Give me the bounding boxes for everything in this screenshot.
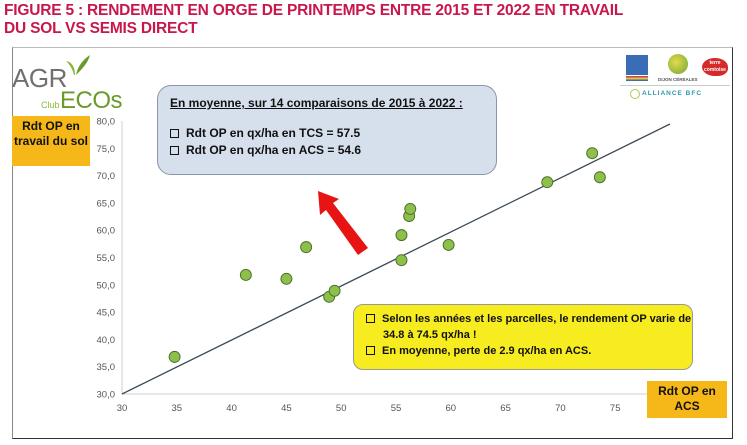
institution-logo-stripes <box>626 76 648 81</box>
y-tick-label: 70,0 <box>97 171 116 182</box>
y-tick-label: 45,0 <box>97 308 116 319</box>
y-tick-label: 60,0 <box>97 226 116 237</box>
summary-item-text: Rdt OP en qx/ha en ACS = 54.6 <box>186 143 362 157</box>
red-arrow-icon <box>318 191 368 255</box>
x-tick-label: 45 <box>281 403 292 414</box>
alliance-bfc-logo: ALLIANCE BFC <box>642 90 703 97</box>
y-tick-label: 35,0 <box>97 362 116 373</box>
figure-title-line2: DU SOL VS SEMIS DIRECT <box>4 20 198 37</box>
data-point <box>404 202 417 215</box>
data-point <box>239 269 252 281</box>
y-tick-label: 50,0 <box>97 280 116 291</box>
alliance-circle-icon <box>630 89 640 99</box>
x-axis-label: Rdt OP en ACS <box>647 381 727 418</box>
summary-item: Rdt OP en qx/ha en ACS = 54.6 <box>170 142 496 159</box>
data-points <box>168 147 606 363</box>
data-point <box>395 229 408 242</box>
figure-title: FIGURE 5 : RENDEMENT EN ORGE DE PRINTEMP… <box>4 2 644 38</box>
variation-item-text: Selon les années et les parcelles, le re… <box>382 313 692 325</box>
partner-logos: DIJON CÉRÉALES terre comtoise ALLIANCE B… <box>620 52 730 112</box>
x-tick-label: 35 <box>172 403 183 414</box>
x-tick-label: 50 <box>336 403 347 414</box>
agro-ecos-logo: AGR Club ECOs <box>12 55 123 115</box>
logo-club-text: Club <box>41 100 60 110</box>
y-tick-label: 65,0 <box>97 198 116 209</box>
leaf-icon <box>66 55 90 75</box>
y-tick-label: 30,0 <box>97 390 116 401</box>
logo-agro-text: AGR <box>12 63 67 93</box>
summary-item: Rdt OP en qx/ha en TCS = 57.5 <box>170 125 496 142</box>
logo-ecos-text: ECOs <box>60 87 123 114</box>
variation-item: Selon les années et les parcelles, le re… <box>366 311 692 343</box>
variation-item-text-cont: 34.8 à 74.5 qx/ha ! <box>383 329 477 341</box>
data-point <box>280 272 293 285</box>
summary-callout: En moyenne, sur 14 comparaisons de 2015 … <box>157 85 497 175</box>
x-tick-label: 65 <box>500 403 511 414</box>
variation-callout: Selon les années et les parcelles, le re… <box>353 304 693 370</box>
terre-comtoise-logo: terre comtoise <box>702 58 728 76</box>
y-tick-label: 80,0 <box>97 117 116 128</box>
chart-frame <box>12 47 733 439</box>
y-tick-label: 75,0 <box>97 144 116 155</box>
data-point <box>593 171 606 184</box>
checkbox-icon <box>170 146 179 155</box>
data-point <box>586 147 599 160</box>
x-tick-label: 75 <box>610 403 621 414</box>
y-tick-label: 40,0 <box>97 335 116 346</box>
data-point <box>541 176 554 189</box>
checkbox-icon <box>366 314 375 323</box>
summary-item-text: Rdt OP en qx/ha en TCS = 57.5 <box>186 126 361 140</box>
variation-item: En moyenne, perte de 2.9 qx/ha en ACS. <box>366 343 692 359</box>
data-point <box>168 350 181 363</box>
x-tick-label: 55 <box>391 403 402 414</box>
variation-item-text: En moyenne, perte de 2.9 qx/ha en ACS. <box>382 345 592 357</box>
x-tick-label: 70 <box>555 403 566 414</box>
y-tick-label: 55,0 <box>97 253 116 264</box>
institution-logo <box>626 55 648 75</box>
dijon-cereales-label: DIJON CÉRÉALES <box>658 77 698 82</box>
y-tick-labels: 30,0 35,0 40,0 45,0 50,0 55,0 60,0 65,0 70,0 75,0… <box>97 117 116 401</box>
x-tick-label: 30 <box>117 403 128 414</box>
x-tick-label: 60 <box>446 403 457 414</box>
axes <box>121 121 720 395</box>
x-tick-label: 40 <box>226 403 237 414</box>
data-point <box>300 241 313 254</box>
data-point <box>442 238 455 251</box>
figure-title-line1: FIGURE 5 : RENDEMENT EN ORGE DE PRINTEMP… <box>4 2 624 19</box>
partner-divider <box>620 85 730 86</box>
y-axis-label: Rdt OP en travail du sol <box>12 116 90 166</box>
summary-headline: En moyenne, sur 14 comparaisons de 2015 … <box>170 96 463 110</box>
data-point <box>328 284 341 297</box>
dijon-cereales-logo <box>668 54 688 74</box>
checkbox-icon <box>366 346 375 355</box>
checkbox-icon <box>170 129 179 138</box>
x-tick-labels: 30 35 40 45 50 55 60 65 70 75 <box>117 403 621 414</box>
data-point <box>395 254 408 267</box>
